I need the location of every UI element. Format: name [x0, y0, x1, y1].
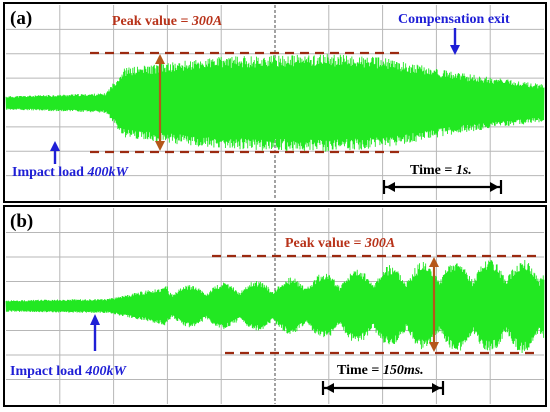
- panel-a-label: (a): [10, 8, 32, 29]
- panel-a-exit-label: Compensation exit: [398, 12, 510, 27]
- panel-a-peak-label: Peak value = 300A: [112, 14, 222, 29]
- panel-b-label: (b): [10, 211, 33, 232]
- panel-b-annotations: (b) Peak value = 300A Impact load 400kW …: [10, 211, 540, 395]
- panel-b-peak-arrowhead-up: [429, 257, 439, 267]
- panel-b-impact-label: Impact load 400kW: [10, 364, 127, 379]
- signal-trace: [5, 54, 545, 152]
- panel-a-annotations: (a) Peak value = 300A Compensation exit …: [10, 8, 510, 194]
- panel-a-exit-arrowhead: [450, 45, 460, 55]
- panel-a-peak-arrowhead-up: [155, 54, 165, 64]
- panel-b-peak-label: Peak value = 300A: [285, 236, 395, 251]
- panel-b-time-arrow-right: [432, 383, 441, 393]
- panel-b-impact-arrowhead: [90, 314, 100, 325]
- panel-b: (b) Peak value = 300A Impact load 400kW …: [3, 205, 547, 407]
- panel-a-time-label: Time = 1s.: [410, 163, 472, 178]
- signal-trace: [5, 259, 545, 354]
- panel-a-peak-arrowhead-down: [155, 141, 165, 151]
- panel-a-signal: [5, 54, 545, 152]
- panel-a-impact-label: Impact load 400kW: [12, 165, 129, 180]
- panel-b-time-label: Time = 150ms.: [337, 363, 424, 378]
- panel-a-time-arrow-right: [490, 182, 499, 192]
- panel-a-impact-arrowhead: [50, 141, 60, 151]
- panel-a-time-arrow-left: [386, 182, 395, 192]
- panel-b-time-arrow-left: [325, 383, 334, 393]
- panel-b-signal: [5, 259, 545, 354]
- panel-b-peak-arrowhead-down: [429, 342, 439, 352]
- panel-a: (a) Peak value = 300A Compensation exit …: [3, 2, 547, 203]
